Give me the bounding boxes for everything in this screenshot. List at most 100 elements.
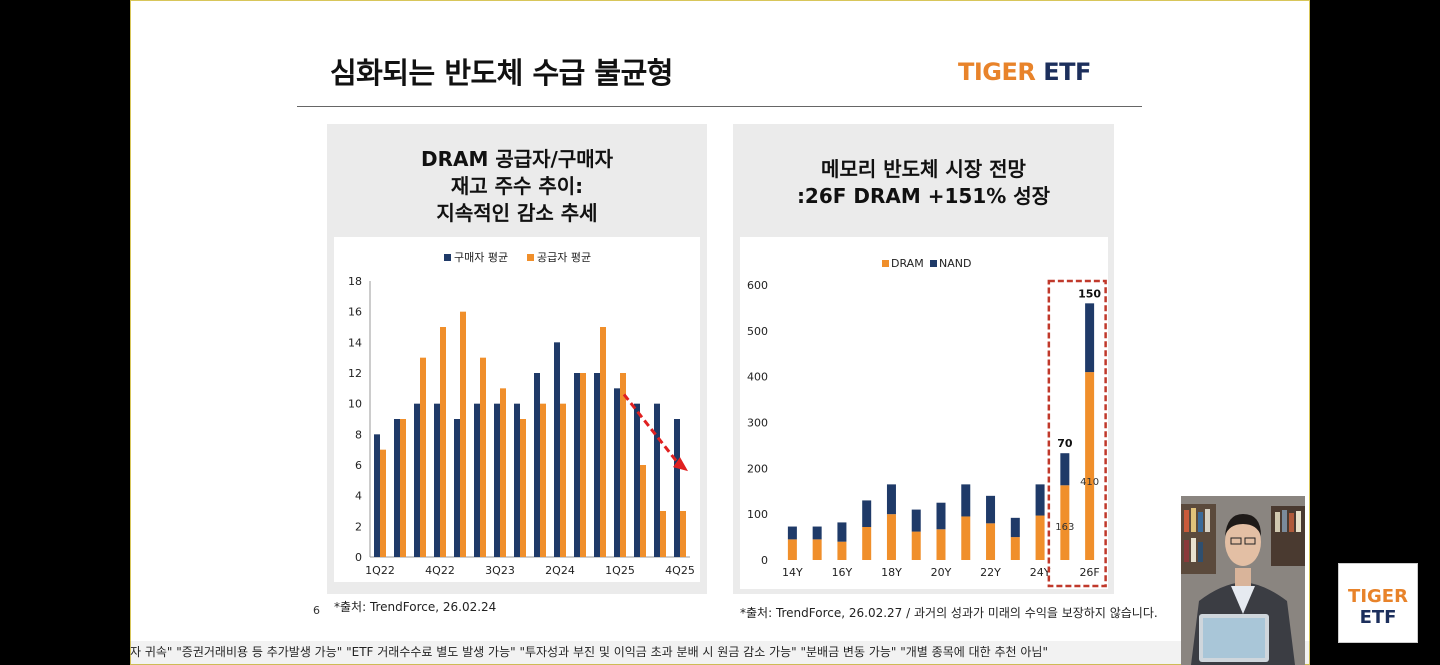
bar-supplier — [480, 357, 486, 557]
bar-dram — [886, 514, 896, 560]
bar-nand — [936, 502, 946, 530]
bar-supplier — [580, 373, 586, 557]
bar-dram — [1010, 537, 1020, 560]
bar-dram — [862, 527, 872, 560]
bar-dram — [812, 539, 822, 560]
bar-buyer — [514, 403, 520, 557]
logo-tiger-text: TIGER — [958, 58, 1036, 86]
y-tick-label: 0 — [761, 554, 768, 567]
bar-dram — [986, 523, 996, 560]
presenter-image — [1181, 496, 1305, 665]
y-tick-label: 300 — [747, 417, 768, 430]
bar-nand — [862, 500, 872, 527]
legend-swatch — [882, 260, 889, 267]
bar-supplier — [460, 311, 466, 557]
legend-swatch — [527, 254, 534, 261]
left-source-note: *출처: TrendForce, 26.02.24 — [334, 600, 497, 614]
x-tick-label: 26F — [1079, 566, 1099, 579]
bar-buyer — [614, 388, 620, 557]
bar-buyer — [554, 342, 560, 557]
bar-supplier — [640, 465, 646, 557]
bar-buyer — [534, 373, 540, 557]
bar-nand — [812, 526, 822, 540]
right-panel-title: 메모리 반도체 시장 전망 :26F DRAM +151% 성장 — [733, 156, 1114, 210]
trend-arrow-line — [622, 393, 680, 465]
bar-nand — [961, 484, 971, 517]
bar-nand — [1060, 453, 1070, 486]
bar-dram — [837, 541, 847, 560]
x-tick-label: 1Q22 — [365, 564, 395, 577]
y-tick-label: 8 — [355, 428, 362, 441]
bar-buyer — [454, 419, 460, 557]
bar-supplier — [400, 419, 406, 557]
y-tick-label: 18 — [348, 275, 362, 288]
y-tick-label: 0 — [355, 551, 362, 564]
bar-buyer — [414, 403, 420, 557]
title-divider — [297, 106, 1142, 107]
inventory-weeks-chart-area: 0 2 4 6 8 10 12 14 16 18 1Q22 4Q22 3Q23 2Q24 1Q25 4Q25 구… — [334, 237, 700, 582]
bar-supplier — [380, 449, 386, 557]
bar-buyer — [474, 403, 480, 557]
bar-nand — [986, 495, 996, 524]
left-panel-title: DRAM 공급자/구매자 재고 주수 추이: 지속적인 감소 추세 — [327, 146, 707, 227]
legend-swatch — [930, 260, 937, 267]
slide-title: 심화되는 반도체 수급 불균형 — [330, 56, 673, 90]
bar-buyer — [374, 434, 380, 557]
corner-logo-line-2: ETF — [1359, 607, 1397, 628]
trend-arrow-head — [673, 457, 688, 472]
logo-etf-text: ETF — [1043, 58, 1091, 86]
x-tick-label: 4Q22 — [425, 564, 455, 577]
bar-buyer — [434, 403, 440, 557]
bar-nand — [1010, 517, 1020, 538]
x-tick-label: 22Y — [980, 566, 1001, 579]
bar-supplier — [680, 511, 686, 557]
right-source-note: *출처: TrendForce, 26.02.27 / 과거의 성과가 미래의 … — [740, 606, 1158, 620]
disclaimer-ticker: 자 귀속" "증권거래비용 등 추가발생 가능" "ETF 거래수수료 별도 발… — [130, 641, 1310, 665]
y-tick-label: 2 — [355, 520, 362, 533]
presenter-webcam — [1181, 496, 1305, 665]
bar-dram — [961, 516, 971, 560]
bar-dram — [911, 531, 921, 560]
bar-supplier — [560, 403, 566, 557]
bar-dram — [1035, 515, 1045, 560]
y-tick-label: 400 — [747, 371, 768, 384]
bar-dram — [936, 529, 946, 560]
bar-supplier — [500, 388, 506, 557]
bar-supplier — [440, 327, 446, 557]
corner-logo-line-1: TIGER — [1348, 586, 1408, 607]
y-tick-label: 16 — [348, 306, 362, 319]
y-tick-label: 4 — [355, 490, 362, 503]
bar-nand — [911, 509, 921, 532]
bar-supplier — [660, 511, 666, 557]
y-tick-label: 500 — [747, 325, 768, 338]
legend-swatch — [444, 254, 451, 261]
tiger-etf-logo: TIGER ETF — [958, 58, 1091, 86]
left-title-line-3: 지속적인 감소 추세 — [436, 201, 598, 225]
bar-supplier — [520, 419, 526, 557]
bar-supplier — [420, 357, 426, 557]
x-tick-label: 3Q23 — [485, 564, 515, 577]
right-title-line-1: 메모리 반도체 시장 전망 — [821, 157, 1026, 181]
bar-nand — [1035, 484, 1045, 516]
highlight-box — [1047, 279, 1107, 588]
legend-label: 구매자 평균 — [454, 251, 508, 264]
y-tick-label: 100 — [747, 508, 768, 521]
inventory-weeks-chart: 0 2 4 6 8 10 12 14 16 18 1Q22 4Q22 3Q23 2Q24 1Q25 4Q25 구… — [348, 251, 695, 577]
x-tick-label: 24Y — [1030, 566, 1051, 579]
legend-label: DRAM — [891, 257, 924, 270]
bar-buyer — [594, 373, 600, 557]
left-title-line-1: DRAM 공급자/구매자 — [420, 147, 614, 171]
left-title-line-2: 재고 주수 추이: — [450, 174, 584, 198]
y-tick-label: 600 — [747, 279, 768, 292]
x-tick-label: 1Q25 — [605, 564, 635, 577]
bar-dram — [787, 539, 797, 560]
bar-nand — [886, 484, 896, 515]
memory-market-chart: 0 100 200 300 400 500 600 14Y 16Y 18Y 20Y 22Y 24Y 26F… — [747, 257, 1107, 588]
bar-dram — [1085, 372, 1095, 560]
x-tick-label: 18Y — [881, 566, 902, 579]
y-tick-label: 14 — [348, 336, 362, 349]
x-tick-label: 4Q25 — [665, 564, 695, 577]
bar-buyer — [654, 403, 660, 557]
data-label-dram: 163 — [1055, 522, 1074, 533]
